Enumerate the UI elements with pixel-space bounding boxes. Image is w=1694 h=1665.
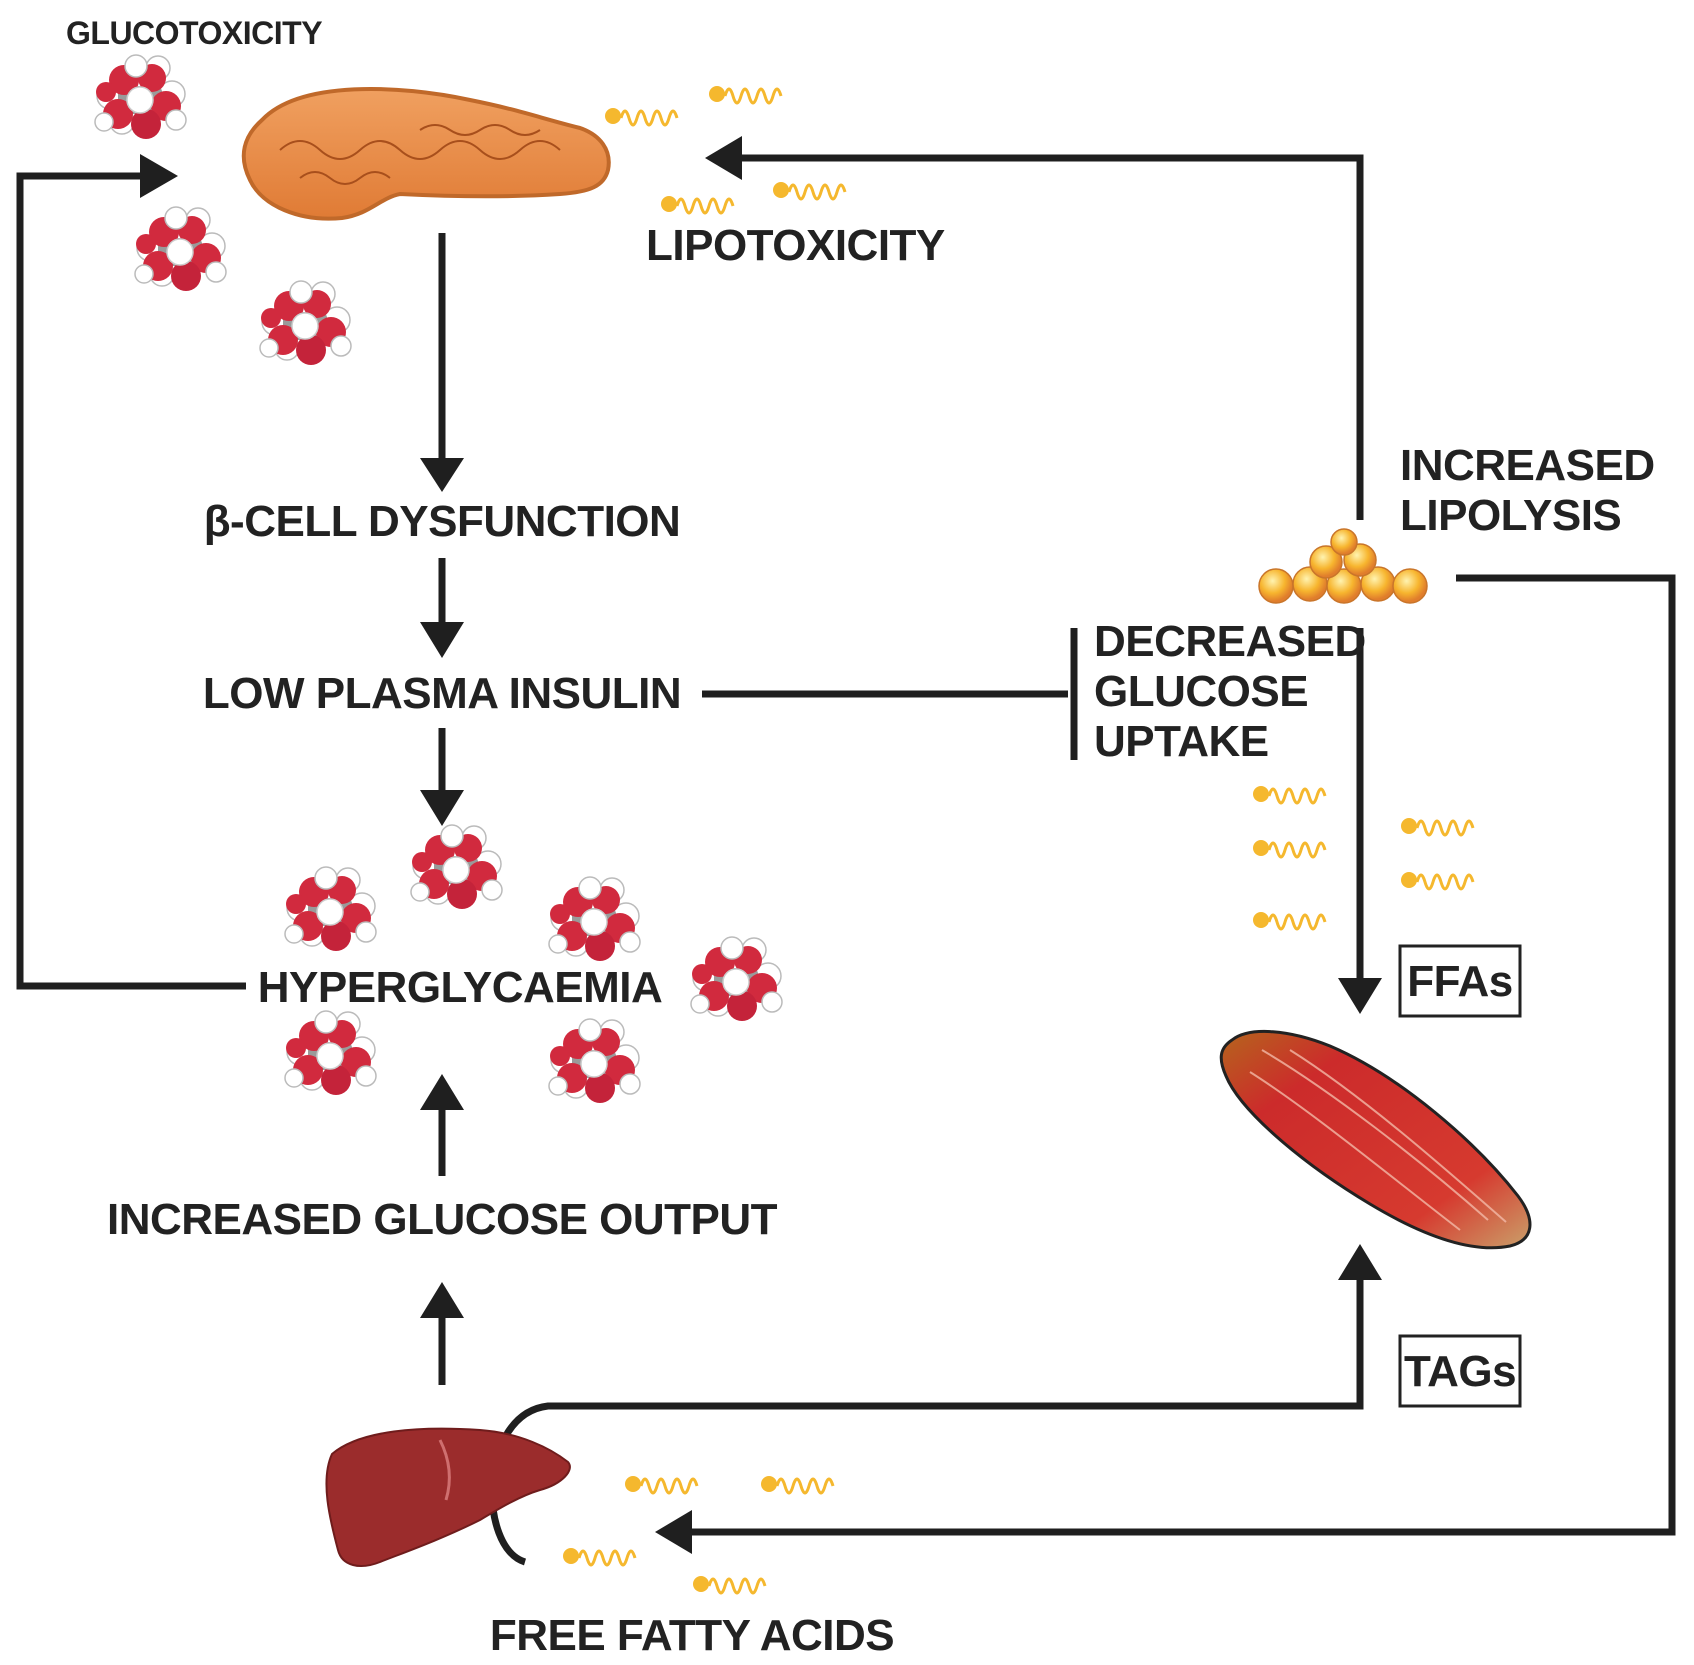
glucotoxicity-label: GLUCOTOXICITY — [66, 15, 322, 51]
liver-icon — [325, 1427, 571, 1567]
decreased-glucose-uptake-label-line3: UPTAKE — [1094, 717, 1269, 766]
increased-glucose-output-label: INCREASED GLUCOSE OUTPUT — [107, 1195, 778, 1244]
fatty-acid-chains — [561, 84, 1475, 1595]
low-plasma-insulin-label: LOW PLASMA INSULIN — [203, 669, 681, 718]
increased-lipolysis-label-line1: INCREASED — [1400, 441, 1655, 490]
ffas-label: FFAs — [1407, 957, 1513, 1006]
lipotoxicity-label: LIPOTOXICITY — [646, 221, 945, 270]
flow-lines — [16, 136, 1676, 1566]
pancreas-icon — [241, 86, 611, 221]
increased-lipolysis-label-line2: LIPOLYSIS — [1400, 491, 1621, 540]
free-fatty-acids-label: FREE FATTY ACIDS — [490, 1611, 894, 1660]
tags-box — [1398, 1334, 1522, 1408]
decreased-glucose-uptake-label-line2: GLUCOSE — [1094, 667, 1308, 716]
ffas-box — [1398, 944, 1522, 1018]
tags-label: TAGs — [1404, 1347, 1516, 1396]
decreased-glucose-uptake-label-line1: DECREASED — [1094, 617, 1366, 666]
beta-cell-dysfunction-label: β-CELL DYSFUNCTION — [204, 497, 681, 546]
fat-droplets-icon — [1258, 528, 1428, 604]
muscle-icon — [1219, 1030, 1532, 1250]
hyperglycaemia-label: HYPERGLYCAEMIA — [258, 963, 663, 1012]
